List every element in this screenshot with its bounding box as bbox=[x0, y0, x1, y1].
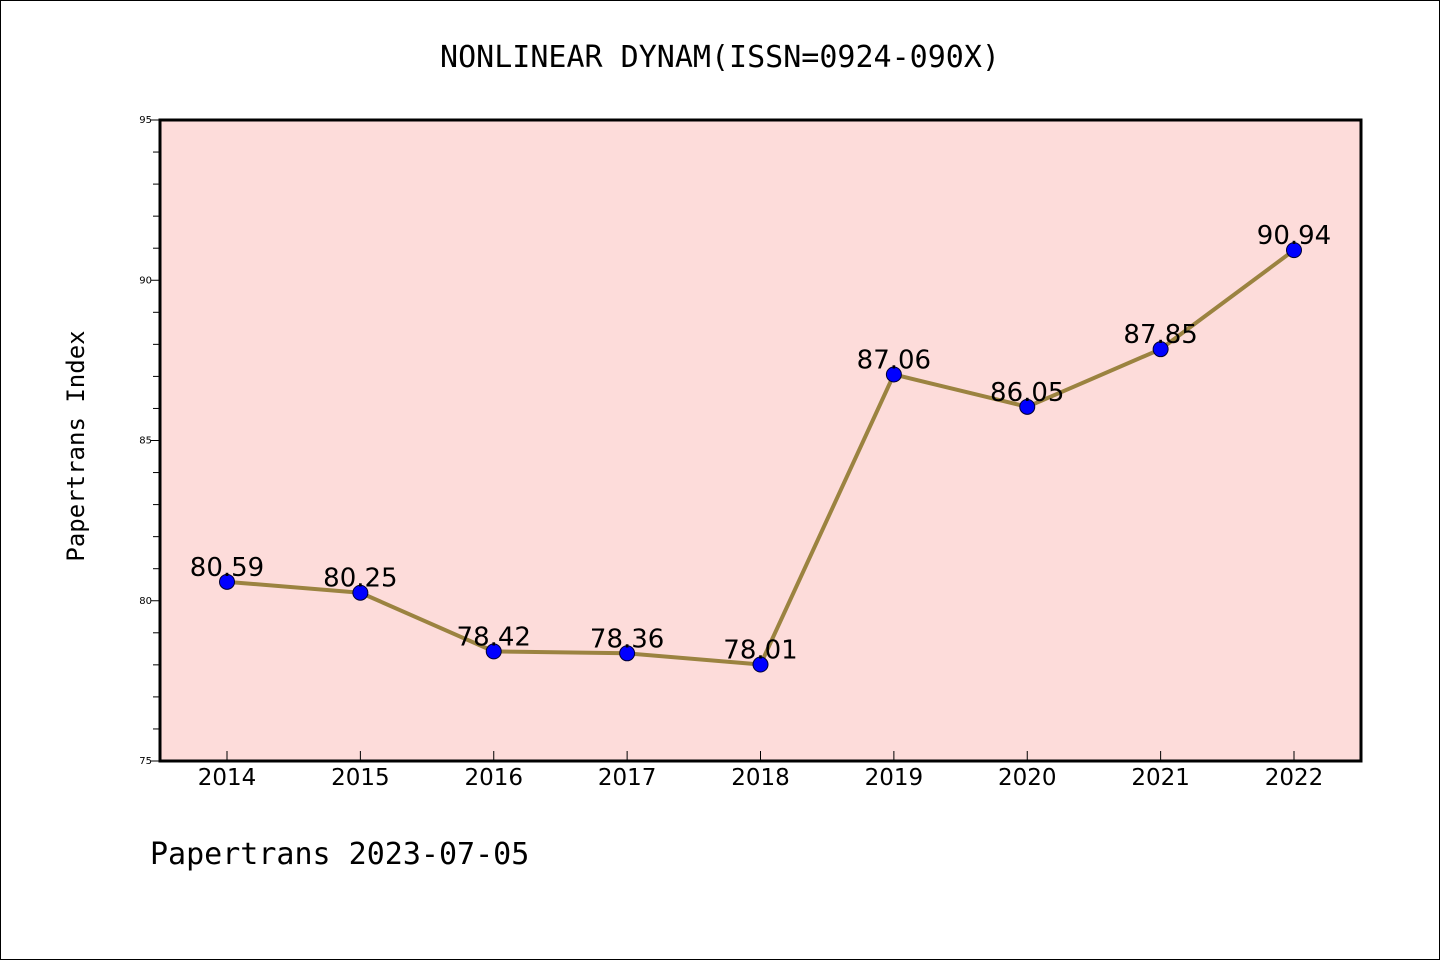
data-labels: 80.59 80.25 78.42 78.36 78.01 87.06 86.05 87.85… bbox=[190, 221, 1331, 665]
data-label: 78.01 bbox=[723, 636, 797, 666]
x-tick-label: 2016 bbox=[464, 765, 523, 791]
data-label: 78.36 bbox=[590, 624, 664, 654]
x-axis: 2014 2015 2016 2017 2018 2019 2020 2021 2022 bbox=[198, 751, 1324, 791]
data-point bbox=[752, 656, 769, 673]
x-tick-label: 2015 bbox=[331, 765, 390, 791]
data-label: 87.06 bbox=[857, 345, 931, 375]
y-tick-label: 80 bbox=[139, 596, 152, 607]
y-tick-label: 85 bbox=[139, 436, 152, 447]
x-tick-label: 2018 bbox=[731, 765, 790, 791]
data-label: 87.85 bbox=[1123, 320, 1197, 350]
footer-text: Papertrans 2023-07-05 bbox=[150, 837, 529, 872]
data-label: 80.25 bbox=[323, 564, 397, 594]
data-point bbox=[352, 584, 369, 601]
data-point bbox=[885, 366, 902, 383]
chart-title: NONLINEAR DYNAM(ISSN=0924-090X) bbox=[440, 40, 1000, 75]
data-label: 90.94 bbox=[1257, 221, 1331, 251]
data-point bbox=[219, 573, 235, 590]
data-point bbox=[1152, 341, 1169, 358]
data-point bbox=[619, 645, 636, 662]
data-points bbox=[219, 242, 1302, 673]
x-tick-label: 2020 bbox=[998, 765, 1057, 791]
data-label: 78.42 bbox=[457, 622, 531, 652]
y-tick-label: 75 bbox=[139, 756, 152, 767]
x-tick-label: 2017 bbox=[598, 765, 657, 791]
x-tick-label: 2022 bbox=[1265, 765, 1324, 791]
y-tick-label: 95 bbox=[139, 115, 152, 126]
y-axis-label: Papertrans Index bbox=[62, 330, 90, 561]
plot-border bbox=[158, 118, 1363, 763]
data-label: 86.05 bbox=[990, 378, 1064, 408]
y-tick-label: 90 bbox=[139, 275, 152, 286]
x-tick-label: 2019 bbox=[865, 765, 924, 791]
data-point bbox=[485, 643, 502, 660]
data-label: 80.59 bbox=[190, 553, 264, 583]
data-point bbox=[1286, 242, 1302, 259]
plot-area bbox=[160, 120, 1361, 761]
x-tick-label: 2014 bbox=[198, 765, 257, 791]
x-tick-label: 2021 bbox=[1131, 765, 1190, 791]
data-point bbox=[1019, 398, 1036, 415]
y-axis: 75 80 85 90 95 bbox=[139, 115, 159, 767]
